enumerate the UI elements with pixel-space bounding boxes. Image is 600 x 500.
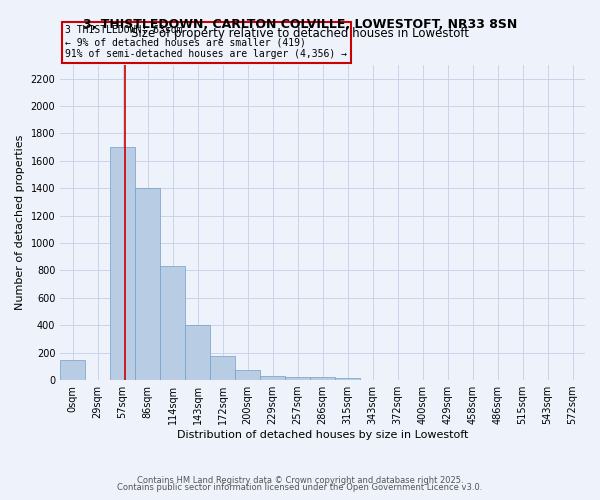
Text: 3 THISTLEDOWN: 63sqm
← 9% of detached houses are smaller (419)
91% of semi-detac: 3 THISTLEDOWN: 63sqm ← 9% of detached ho… <box>65 26 347 58</box>
Bar <box>60 360 85 380</box>
Text: Contains HM Land Registry data © Crown copyright and database right 2025.: Contains HM Land Registry data © Crown c… <box>137 476 463 485</box>
Bar <box>160 266 185 380</box>
Y-axis label: Number of detached properties: Number of detached properties <box>15 135 25 310</box>
Bar <box>210 356 235 380</box>
Bar <box>185 326 210 380</box>
Bar <box>310 378 335 380</box>
Bar <box>285 376 310 380</box>
Bar <box>260 376 285 380</box>
X-axis label: Distribution of detached houses by size in Lowestoft: Distribution of detached houses by size … <box>177 430 468 440</box>
Text: Contains public sector information licensed under the Open Government Licence v3: Contains public sector information licen… <box>118 484 482 492</box>
Bar <box>135 188 160 380</box>
Bar <box>235 370 260 380</box>
Text: 3, THISTLEDOWN, CARLTON COLVILLE, LOWESTOFT, NR33 8SN: 3, THISTLEDOWN, CARLTON COLVILLE, LOWEST… <box>83 18 517 30</box>
Bar <box>110 147 135 380</box>
Text: Size of property relative to detached houses in Lowestoft: Size of property relative to detached ho… <box>131 28 469 40</box>
Bar <box>335 378 360 380</box>
